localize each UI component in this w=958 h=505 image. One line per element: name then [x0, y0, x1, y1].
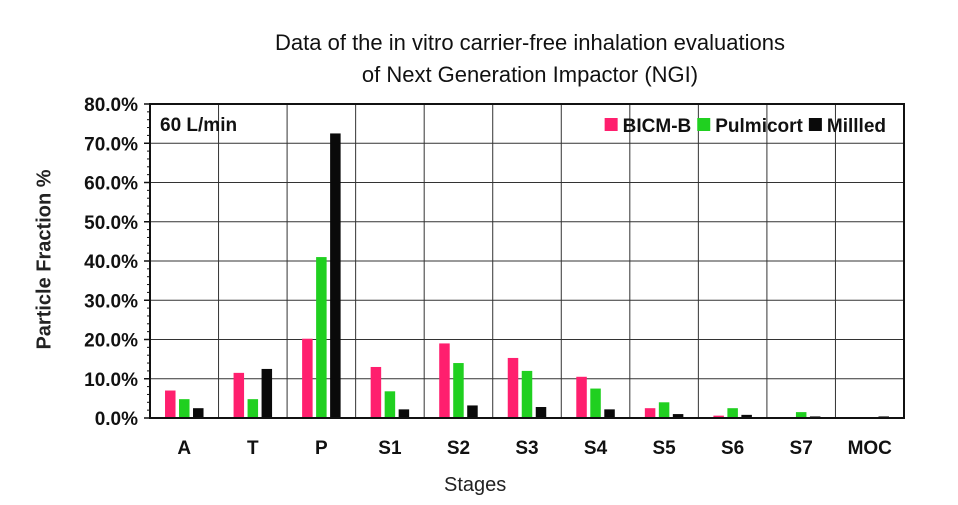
bar-bicm-b-t: [233, 372, 245, 418]
y-tick-label: 50.0%: [84, 213, 138, 234]
y-tick-label: 10.0%: [84, 370, 138, 391]
bar-pulmicort-a: [179, 399, 190, 418]
chart-annotation: 60 L/min: [160, 115, 237, 136]
bar-pulmicort-s4: [590, 388, 601, 418]
x-tick-label: S5: [652, 438, 676, 459]
legend-swatch-pulmicort: [697, 118, 711, 131]
chart-subtitle: of Next Generation Impactor (NGI): [361, 62, 699, 87]
bar-bicm-b-s5: [644, 408, 656, 418]
bar-millled-s2: [467, 405, 478, 418]
bar-pulmicort-s5: [658, 402, 670, 418]
bar-pulmicort-s7: [795, 412, 807, 418]
x-tick-label: A: [177, 438, 191, 459]
bar-millled-a: [193, 408, 204, 418]
legend-label-bicm-b: BICM-B: [623, 116, 692, 137]
y-tick-label: 20.0%: [84, 331, 138, 352]
bar-pulmicort-s6: [727, 408, 738, 418]
x-tick-label: P: [315, 438, 328, 459]
bar-millled-s4: [604, 409, 615, 418]
bar-bicm-b-s1: [370, 366, 382, 418]
y-tick-label: 40.0%: [84, 252, 138, 273]
bar-bicm-b-a: [165, 390, 176, 418]
bar-bicm-b-s4: [576, 376, 587, 418]
bar-millled-t: [261, 368, 273, 418]
bar-pulmicort-s1: [384, 391, 396, 418]
x-tick-label: S6: [721, 438, 744, 459]
bar-bicm-b-s3: [507, 357, 519, 418]
y-tick-label: 30.0%: [84, 291, 138, 312]
bar-bicm-b-s6: [713, 415, 724, 418]
bar-pulmicort-s2: [453, 363, 464, 418]
y-tick-label: 80.0%: [84, 95, 138, 116]
x-tick-label: MOC: [848, 438, 893, 459]
y-tick-label: 60.0%: [84, 174, 138, 195]
y-tick-label: 0.0%: [95, 409, 138, 430]
bar-bicm-b-p: [302, 338, 313, 418]
bar-millled-s3: [535, 407, 547, 418]
legend-label-millled: Millled: [827, 116, 886, 137]
x-tick-label: S2: [447, 438, 470, 459]
x-tick-label: S7: [790, 438, 813, 459]
legend-swatch-millled: [808, 118, 822, 131]
bar-pulmicort-t: [247, 399, 259, 418]
bar-pulmicort-s3: [521, 370, 533, 418]
x-tick-label: S4: [584, 438, 608, 459]
bar-millled-s1: [398, 409, 410, 418]
x-tick-label: S3: [515, 438, 538, 459]
legend-label-pulmicort: Pulmicort: [715, 116, 803, 137]
plot-frame: [149, 103, 905, 419]
x-tick-label: T: [247, 438, 259, 459]
y-tick-label: 70.0%: [84, 134, 138, 155]
x-tick-label: S1: [378, 438, 402, 459]
bar-millled-s5: [672, 414, 684, 418]
legend-swatch-bicm-b: [604, 118, 618, 131]
bar-millled-p: [330, 133, 341, 418]
bar-pulmicort-p: [316, 257, 327, 418]
bar-bicm-b-s2: [439, 343, 450, 418]
x-axis-label: Stages: [444, 474, 507, 496]
chart-title: Data of the in vitro carrier-free inhala…: [275, 30, 785, 55]
bar-millled-s6: [741, 414, 752, 418]
